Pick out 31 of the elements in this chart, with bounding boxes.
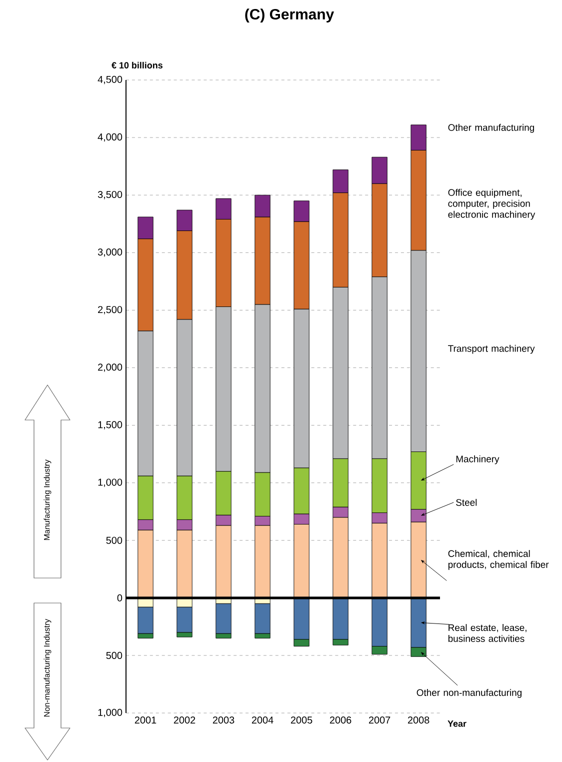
- chart-title: (C) Germany: [245, 8, 334, 22]
- x-tick-label: 2002: [174, 716, 196, 724]
- x-tick-label: 2007: [368, 716, 390, 724]
- text: Other manufacturing: [448, 124, 534, 133]
- text: Chemical, chemical products, chemical fiber: [448, 550, 549, 570]
- x-tick-label: 2003: [212, 716, 234, 724]
- text: Other non-manufacturing: [416, 689, 522, 698]
- y-axis-title: € 10 billions: [112, 62, 162, 68]
- text: Transport machinery: [448, 344, 535, 354]
- y-tick-label: 500: [106, 536, 122, 544]
- x-tick-label: 2005: [290, 716, 312, 724]
- x-tick-label: 2001: [134, 716, 156, 724]
- y-tick-label: 1,000: [98, 708, 122, 718]
- x-axis-title: Year: [448, 720, 466, 727]
- y-tick-label: 4,000: [98, 133, 122, 142]
- y-tick-label: 1,000: [98, 478, 122, 487]
- y-tick-label: 1,500: [98, 421, 122, 430]
- y-tick-label: 4,500: [98, 76, 122, 84]
- legend-label: Steel: [456, 498, 477, 506]
- x-tick-label: 2008: [408, 716, 430, 724]
- text: Machinery: [456, 455, 500, 464]
- x-tick-label: 2004: [252, 716, 274, 724]
- y-tick-label: 2,500: [98, 306, 122, 314]
- y-tick-label: 0: [117, 594, 122, 602]
- y-tick-label: 3,000: [98, 248, 122, 257]
- text: Office equipment, computer, precision electronic machinery: [448, 188, 536, 220]
- y-tick-label: 500: [106, 652, 122, 659]
- y-tick-label: 3,500: [98, 190, 122, 200]
- legend-label: Real estate, lease, business activities: [448, 624, 526, 642]
- y-tick-label: 2,000: [98, 364, 122, 372]
- x-tick-label: 2006: [330, 716, 352, 724]
